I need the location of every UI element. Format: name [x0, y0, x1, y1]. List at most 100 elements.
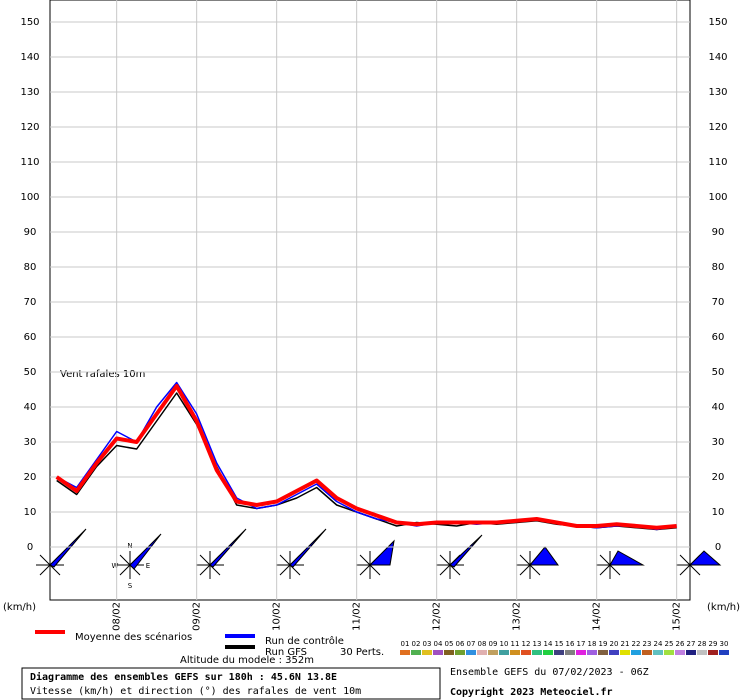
pert-label: 26 — [676, 640, 685, 648]
pert-label: 10 — [500, 640, 509, 648]
y-tick-label: 80 — [712, 262, 725, 273]
compass-s: S — [128, 582, 133, 590]
pert-swatch — [576, 650, 586, 655]
y-tick-label: 20 — [712, 472, 725, 483]
y-tick-label: 50 — [712, 367, 725, 378]
pert-swatch — [642, 650, 652, 655]
pert-swatch — [686, 650, 696, 655]
pert-label: 29 — [709, 640, 718, 648]
x-tick-label: 10/02 — [272, 602, 283, 631]
pert-label: 09 — [489, 640, 498, 648]
pert-label: 05 — [445, 640, 454, 648]
pert-swatch — [675, 650, 685, 655]
x-tick-label: 14/02 — [592, 602, 603, 631]
pert-swatch — [664, 650, 674, 655]
pert-swatch — [719, 650, 729, 655]
pert-label: 12 — [522, 640, 531, 648]
y-tick-label: 150 — [708, 17, 727, 28]
pert-swatch — [521, 650, 531, 655]
y-label-left: (km/h) — [3, 602, 36, 613]
pert-label: 03 — [423, 640, 432, 648]
annotation: Vent rafales 10m — [60, 369, 145, 380]
pert-swatch — [444, 650, 454, 655]
legend-label: Run GFS — [265, 647, 307, 658]
y-tick-label: 60 — [712, 332, 725, 343]
pert-swatch — [697, 650, 707, 655]
pert-swatch — [466, 650, 476, 655]
chart-subtitle: Vitesse (km/h) et direction (°) des rafa… — [30, 686, 361, 697]
y-tick-label: 20 — [24, 472, 37, 483]
y-label-right: (km/h) — [707, 602, 740, 613]
y-tick-label: 90 — [712, 227, 725, 238]
pert-swatch — [631, 650, 641, 655]
info-box — [21, 667, 441, 700]
pert-label: 16 — [566, 640, 575, 648]
y-tick-label: 70 — [24, 297, 37, 308]
pert-label: 02 — [412, 640, 421, 648]
copyright: Copyright 2023 Meteociel.fr — [450, 686, 613, 698]
y-tick-label: 150 — [20, 17, 39, 28]
pert-label: 04 — [434, 640, 443, 648]
series-line — [55, 384, 677, 530]
pert-swatch — [543, 650, 553, 655]
y-tick-label: 60 — [24, 332, 37, 343]
pert-swatch — [411, 650, 421, 655]
plot-frame — [49, 0, 691, 601]
y-tick-label: 40 — [24, 402, 37, 413]
legend-label: Moyenne des scénarios — [75, 631, 192, 643]
pert-label: 15 — [555, 640, 564, 648]
pert-swatch — [653, 650, 663, 655]
y-tick-label: 50 — [24, 367, 37, 378]
pert-swatch — [499, 650, 509, 655]
pert-swatch — [477, 650, 487, 655]
y-tick-label: 30 — [712, 437, 725, 448]
y-tick-label: 0 — [27, 542, 33, 553]
x-tick-label: 13/02 — [512, 602, 523, 631]
altitude: Altitude du modele : 352m — [180, 655, 314, 666]
pert-swatch — [455, 650, 465, 655]
pert-swatch — [422, 650, 432, 655]
x-tick-label: 11/02 — [352, 602, 363, 631]
pert-label: 20 — [610, 640, 619, 648]
y-tick-label: 140 — [708, 52, 727, 63]
pert-swatch — [510, 650, 520, 655]
pert-label: 06 — [456, 640, 465, 648]
x-tick-label: 15/02 — [672, 602, 683, 631]
y-tick-label: 120 — [20, 122, 39, 133]
pert-label: 18 — [588, 640, 597, 648]
y-tick-label: 140 — [20, 52, 39, 63]
pert-swatch — [554, 650, 564, 655]
pert-label: 25 — [665, 640, 674, 648]
y-tick-label: 130 — [708, 87, 727, 98]
compass-n: N — [127, 542, 132, 550]
pert-label: 14 — [544, 640, 553, 648]
y-tick-label: 10 — [24, 507, 37, 518]
pert-label: 28 — [698, 640, 707, 648]
y-tick-label: 70 — [712, 297, 725, 308]
pert-label: 23 — [643, 640, 652, 648]
y-tick-label: 10 — [712, 507, 725, 518]
y-tick-label: 100 — [708, 192, 727, 203]
pert-label: 13 — [533, 640, 542, 648]
x-tick-label: 09/02 — [192, 602, 203, 631]
pert-label: 11 — [511, 640, 520, 648]
pert-swatch — [400, 650, 410, 655]
y-tick-label: 100 — [20, 192, 39, 203]
pert-label: 27 — [687, 640, 696, 648]
y-tick-label: 80 — [24, 262, 37, 273]
pert-swatch — [598, 650, 608, 655]
perts-label: 30 Perts. — [340, 647, 384, 658]
pert-label: 17 — [577, 640, 586, 648]
pert-swatch — [433, 650, 443, 655]
pert-label: 22 — [632, 640, 641, 648]
pert-label: 21 — [621, 640, 630, 648]
pert-swatch — [609, 650, 619, 655]
y-tick-label: 0 — [715, 542, 721, 553]
y-tick-label: 120 — [708, 122, 727, 133]
y-tick-label: 90 — [24, 227, 37, 238]
pert-swatch — [620, 650, 630, 655]
pert-label: 19 — [599, 640, 608, 648]
pert-label: 24 — [654, 640, 663, 648]
pert-label: 30 — [720, 640, 729, 648]
